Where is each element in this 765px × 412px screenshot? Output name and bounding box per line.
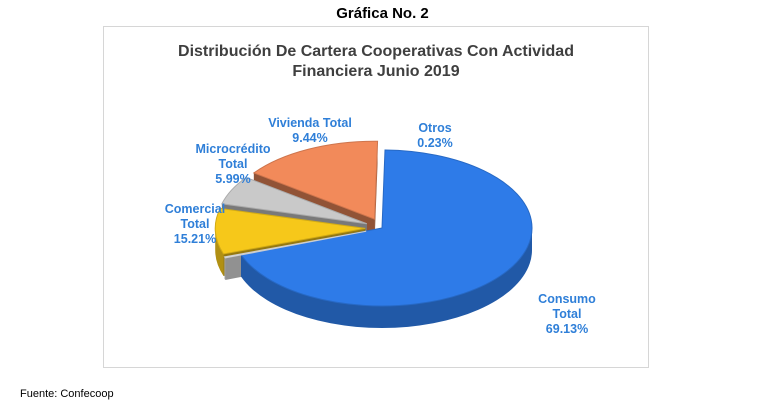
chart-title-line-1: Distribución De Cartera Cooperativas Con… — [178, 43, 574, 60]
label-consumo-line-2: Total — [552, 307, 582, 321]
pie-slice-2 — [214, 207, 366, 255]
pie-slice-3 — [221, 176, 368, 225]
chart-frame — [103, 26, 649, 368]
label-otros-line-1: Otros — [418, 121, 452, 135]
label-otros-value: 0.23% — [417, 136, 453, 150]
source-note: Fuente: Confecoop — [20, 388, 114, 400]
label-comercial-value: 15.21% — [173, 232, 217, 246]
pie-slice-side-2 — [215, 228, 224, 276]
label-comercial-line-1: Comercial — [164, 202, 226, 216]
figure-heading: Gráfica No. 2 — [336, 5, 429, 22]
label-microcredito-value: 5.99% — [215, 172, 251, 186]
label-comercial-line-2: Total — [180, 217, 210, 231]
label-microcredito-line-1: Microcrédito — [195, 142, 271, 156]
label-vivienda-value: 9.44% — [292, 131, 328, 145]
label-vivienda-line-1: Vivienda Total — [268, 116, 352, 130]
chart-title: Distribución De Cartera Cooperativas Con… — [103, 42, 649, 82]
pie-slice-side-1 — [224, 256, 226, 280]
pie-slice-0 — [240, 149, 533, 307]
label-vivienda: Vivienda Total 9.44% — [250, 116, 370, 146]
pie-slice-side-0 — [241, 228, 533, 329]
label-consumo: Consumo Total 69.13% — [512, 292, 622, 337]
label-microcredito-line-2: Total — [218, 157, 248, 171]
label-consumo-value: 69.13% — [545, 322, 589, 336]
label-otros: Otros 0.23% — [395, 121, 475, 151]
pie-slice-4 — [252, 140, 379, 220]
label-comercial: Comercial Total 15.21% — [140, 202, 250, 247]
label-microcredito: Microcrédito Total 5.99% — [178, 142, 288, 187]
pie-slice-1 — [223, 230, 367, 259]
label-consumo-line-1: Consumo — [538, 292, 596, 306]
chart-title-line-2: Financiera Junio 2019 — [292, 63, 460, 80]
